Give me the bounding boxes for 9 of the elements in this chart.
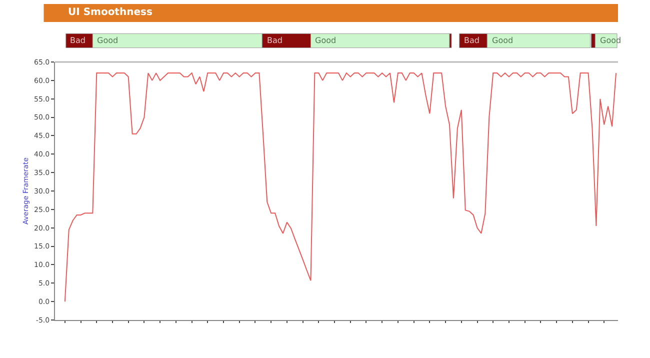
- text: Bad: [70, 36, 86, 45]
- line-series: [64, 72, 617, 302]
- text: Good: [600, 36, 622, 45]
- text: Good: [492, 36, 514, 45]
- text: Bad: [267, 36, 282, 45]
- text: Good: [97, 36, 118, 45]
- chart-title: UI Smoothness: [68, 7, 152, 18]
- text: Bad: [464, 36, 480, 45]
- text: Good: [315, 36, 336, 45]
